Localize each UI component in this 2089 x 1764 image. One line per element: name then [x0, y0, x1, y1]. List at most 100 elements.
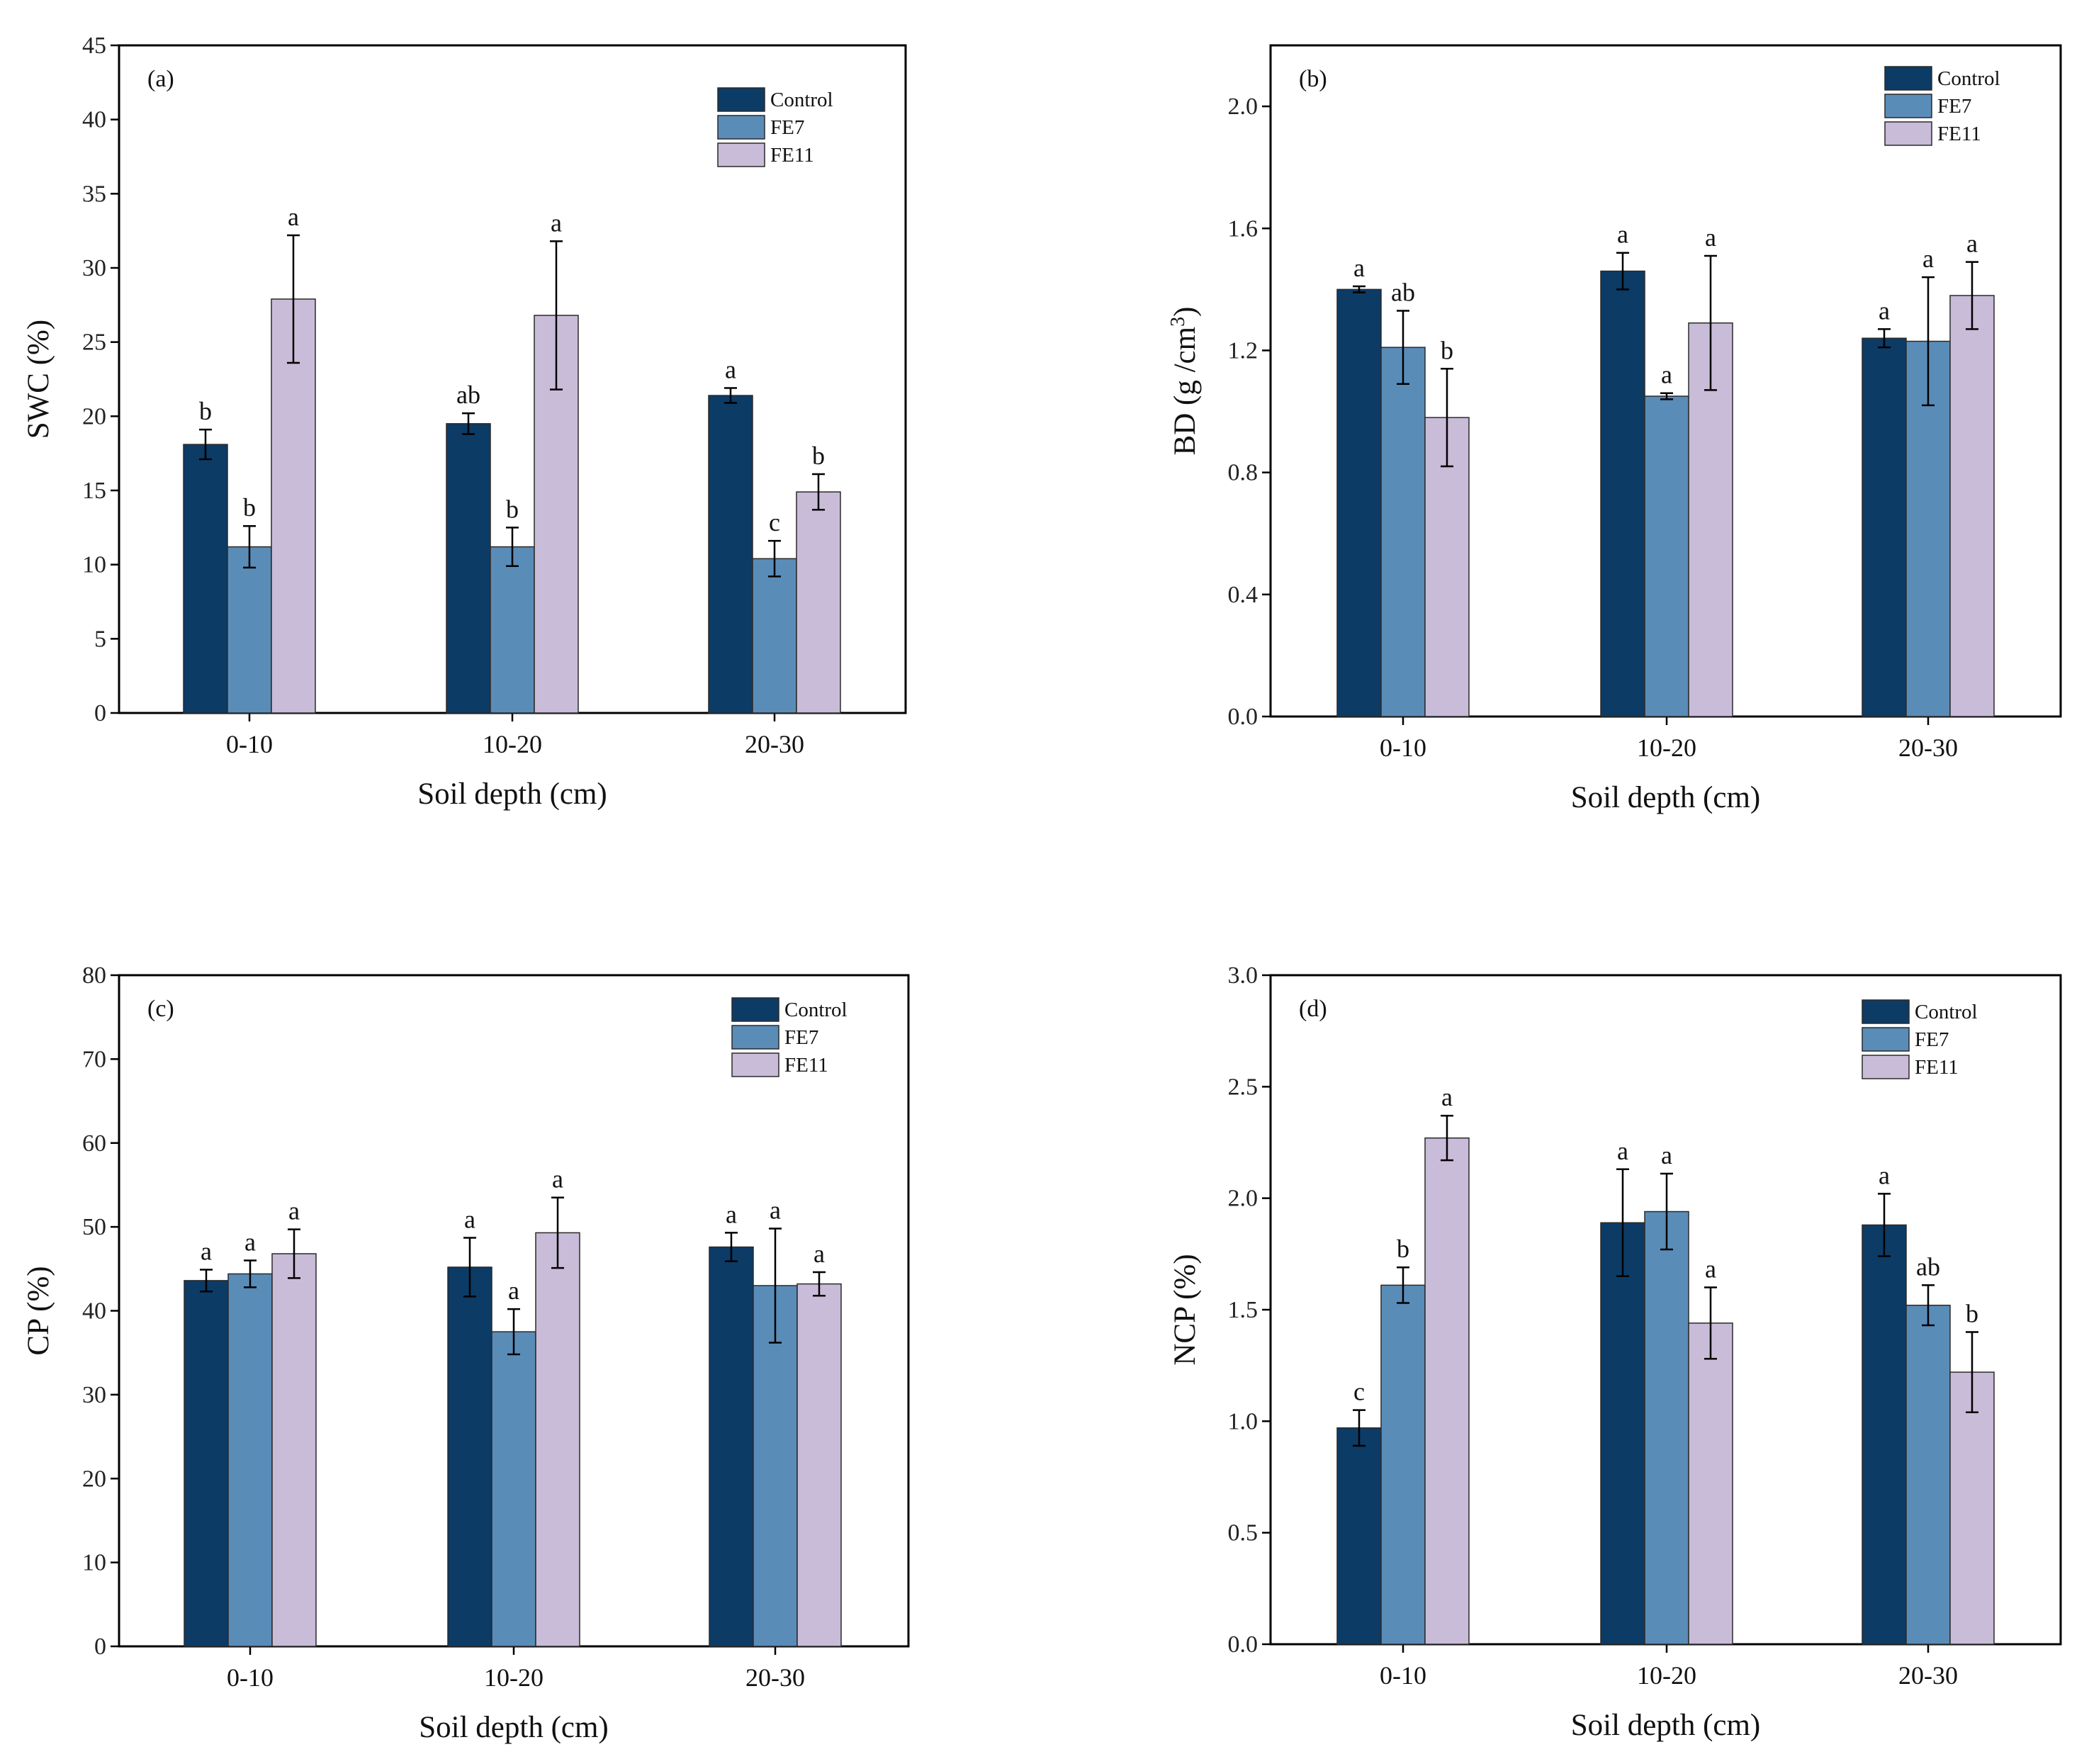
significance-letter: c	[769, 508, 780, 536]
significance-letter: a	[1879, 1161, 1890, 1189]
y-tick-label: 2.5	[1228, 1074, 1259, 1100]
significance-letter: a	[813, 1240, 825, 1268]
significance-letter: a	[552, 1165, 563, 1193]
y-tick-label: 20	[82, 1466, 106, 1492]
legend-label: FE11	[1937, 123, 1981, 145]
y-tick-label: 5	[94, 626, 106, 652]
chart-panel-d: 0.0 0.5 1.0 1.5 2.0 2.5 3.0 0-10 10-20 20-30 Soil …	[1169, 962, 2062, 1742]
panel-label: (a)	[147, 66, 174, 92]
y-tick-label: 20	[82, 403, 106, 429]
bar	[752, 558, 797, 714]
y-tick-label: 1.2	[1228, 337, 1259, 364]
significance-letter: a	[201, 1237, 212, 1265]
y-axis-title-part: CP (%)	[22, 1266, 55, 1355]
legend-swatch	[1884, 94, 1932, 118]
x-tick-label: 10-20	[1637, 1661, 1696, 1690]
y-tick-label: 45	[82, 33, 106, 59]
x-axis-title: Soil depth (cm)	[1571, 781, 1761, 814]
bar	[1600, 270, 1645, 717]
y-tick-label: 0.0	[1228, 704, 1259, 730]
y-tick-label: 0	[94, 700, 106, 726]
significance-letter: a	[1922, 245, 1934, 273]
bar	[1424, 417, 1470, 717]
bar	[1600, 1222, 1645, 1645]
significance-letter: a	[726, 1200, 737, 1228]
significance-letter: b	[1441, 336, 1453, 364]
legend-label: FE11	[770, 144, 814, 167]
y-axis-title: SWC (%)	[22, 320, 55, 439]
bar	[1862, 337, 1907, 717]
panel-label: (d)	[1299, 996, 1327, 1022]
x-tick-label: 10-20	[484, 1663, 544, 1692]
y-tick-label: 10	[82, 1550, 106, 1576]
significance-letter: a	[1617, 220, 1628, 249]
y-axis-title: NCP (%)	[1169, 1254, 1202, 1365]
bar	[796, 1283, 842, 1647]
y-tick-label: 25	[82, 330, 106, 356]
panel-label: (b)	[1299, 66, 1327, 92]
chart-panel-c: 0 10 20 30 40 50 60 70 80 0-10 10-20 20-30 Soil dept…	[22, 962, 910, 1744]
significance-letter: c	[1353, 1378, 1365, 1406]
bar	[753, 1285, 798, 1647]
legend-label: FE7	[770, 116, 804, 139]
bar	[491, 1331, 536, 1647]
bar	[1380, 347, 1426, 717]
y-axis-title-part: 3	[1167, 317, 1189, 327]
y-tick-label: 40	[82, 1298, 106, 1325]
legend-swatch	[717, 115, 765, 140]
legend-swatch	[1862, 1027, 1910, 1052]
significance-letter: ab	[456, 381, 480, 409]
y-axis-title: CP (%)	[22, 1266, 55, 1355]
bar	[1424, 1137, 1470, 1645]
significance-letter: a	[1705, 223, 1716, 252]
y-tick-label: 2.0	[1228, 1186, 1259, 1212]
y-tick-label: 60	[82, 1130, 106, 1157]
legend-swatch	[1884, 121, 1932, 146]
bar	[184, 1280, 229, 1647]
significance-letter: a	[1705, 1255, 1716, 1283]
x-tick-label: 20-30	[745, 730, 804, 758]
significance-letter: b	[199, 397, 212, 425]
y-tick-label: 1.6	[1228, 215, 1259, 242]
y-tick-label: 70	[82, 1046, 106, 1072]
legend-swatch	[731, 1052, 779, 1077]
significance-letter: b	[812, 442, 825, 470]
legend-label: Control	[770, 89, 833, 111]
bar	[796, 491, 841, 714]
y-tick-label: 0.8	[1228, 460, 1259, 486]
bar	[1905, 1304, 1951, 1645]
x-tick-label: 0-10	[1380, 1661, 1426, 1690]
bar	[1949, 295, 1995, 717]
y-tick-label: 30	[82, 255, 106, 281]
significance-letter: a	[464, 1206, 475, 1234]
y-tick-label: 1.0	[1228, 1408, 1259, 1434]
significance-letter: a	[770, 1196, 781, 1224]
y-tick-label: 30	[82, 1382, 106, 1408]
bar	[447, 1266, 492, 1647]
bar	[490, 546, 535, 714]
y-tick-label: 35	[82, 181, 106, 207]
significance-letter: ab	[1391, 278, 1415, 306]
bar	[1644, 395, 1689, 717]
bar	[535, 1232, 580, 1647]
bar	[1644, 1210, 1689, 1645]
significance-letter: a	[551, 208, 562, 237]
x-tick-label: 0-10	[1380, 734, 1426, 762]
legend-label: Control	[1937, 67, 2000, 90]
significance-letter: b	[1397, 1235, 1409, 1263]
x-tick-label: 0-10	[227, 1663, 274, 1692]
bar	[709, 1246, 754, 1647]
legend-label: FE7	[1937, 95, 1971, 118]
significance-letter: a	[1879, 296, 1890, 325]
legend-swatch	[1862, 999, 1910, 1024]
y-axis-title: BD (g /cm3)	[1167, 307, 1203, 456]
significance-letter: a	[1661, 361, 1672, 389]
y-tick-label: 3.0	[1228, 962, 1259, 989]
y-axis-title-part: NCP (%)	[1169, 1254, 1202, 1365]
y-tick-label: 0	[94, 1634, 106, 1660]
bar	[1949, 1371, 1995, 1645]
significance-letter: a	[1966, 230, 1978, 258]
bar	[446, 423, 491, 714]
legend-swatch	[717, 87, 765, 112]
